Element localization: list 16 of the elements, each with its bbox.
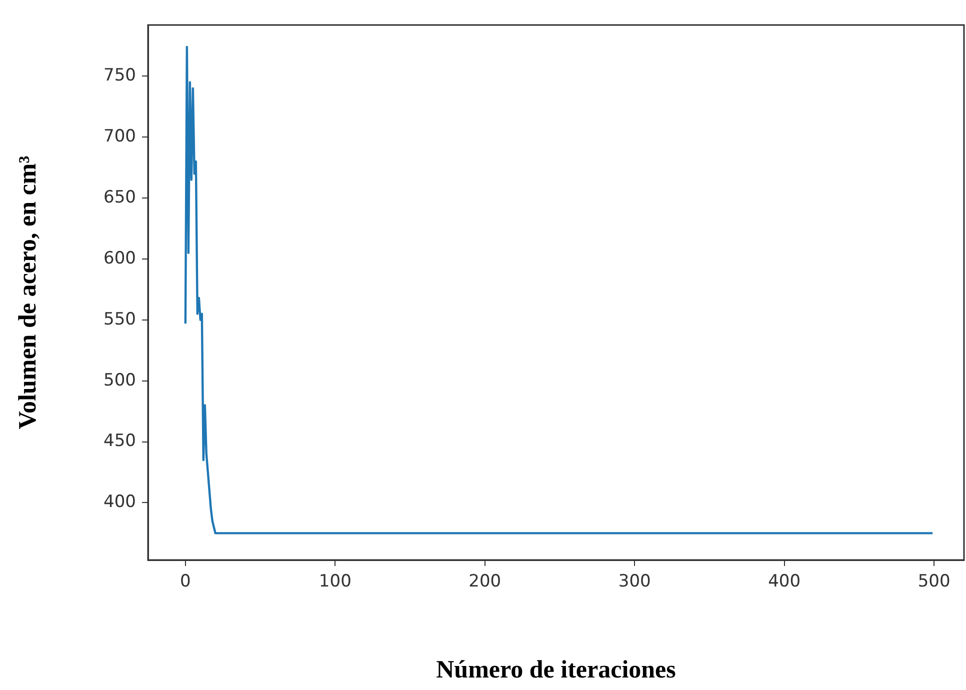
y-tick-label: 400 (104, 492, 136, 512)
x-tick-label: 500 (918, 572, 950, 592)
y-tick-label: 450 (104, 431, 136, 452)
x-axis-title: Número de iteraciones (436, 656, 676, 684)
x-tick-label: 0 (180, 572, 191, 592)
x-tick-label: 400 (768, 572, 801, 592)
y-tick-label: 700 (104, 126, 136, 147)
y-tick-label: 550 (104, 309, 136, 330)
y-axis-title: Volumen de acero, en cm³ (14, 156, 42, 430)
x-tick-label: 100 (318, 572, 352, 592)
y-tick-label: 650 (104, 187, 136, 208)
y-tick-label: 750 (104, 66, 136, 86)
y-tick-label: 500 (104, 370, 136, 390)
x-tick-label: 300 (618, 572, 651, 592)
y-tick-label: 600 (104, 248, 136, 268)
x-tick-label: 200 (468, 572, 502, 592)
